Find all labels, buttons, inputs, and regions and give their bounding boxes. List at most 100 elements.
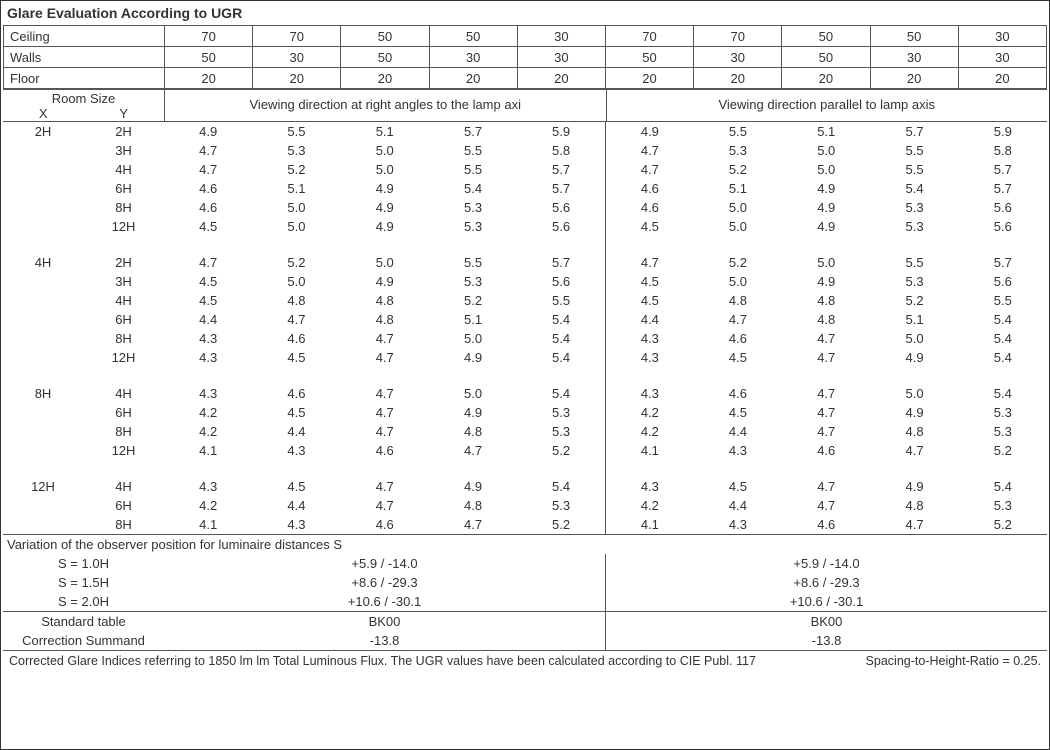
header-value: 20 <box>870 68 958 89</box>
header-value: 20 <box>165 68 253 89</box>
x-label: X <box>3 106 84 121</box>
header-value: 50 <box>429 26 517 47</box>
value-cell: 5.7 <box>870 122 958 141</box>
header-value: 30 <box>517 47 605 68</box>
footnote: Corrected Glare Indices referring to 185… <box>3 650 1047 671</box>
value-cell: 4.7 <box>341 477 429 496</box>
value-cell: 4.3 <box>164 329 252 348</box>
value-cell: 4.9 <box>341 198 429 217</box>
value-cell: 5.2 <box>694 160 782 179</box>
header-row: Ceiling70705050307070505030 <box>4 26 1047 47</box>
footnote-right: Spacing-to-Height-Ratio = 0.25. <box>866 654 1041 668</box>
y-cell: 12H <box>83 348 164 367</box>
value-cell: 4.7 <box>341 329 429 348</box>
value-cell: 4.9 <box>782 217 870 236</box>
x-cell <box>3 272 83 291</box>
x-cell: 4H <box>3 253 83 272</box>
value-cell: 4.9 <box>782 198 870 217</box>
value-cell: 5.5 <box>517 291 605 310</box>
value-cell: 5.6 <box>517 272 605 291</box>
header-value: 30 <box>958 47 1046 68</box>
std-row: Standard table BK00 BK00 <box>3 612 1047 632</box>
value-cell: 5.2 <box>694 253 782 272</box>
x-cell: 2H <box>3 122 83 141</box>
value-cell: 4.6 <box>252 329 340 348</box>
y-cell: 2H <box>83 122 164 141</box>
value-cell: 4.7 <box>782 477 870 496</box>
value-cell: 5.3 <box>959 496 1047 515</box>
y-cell: 3H <box>83 141 164 160</box>
value-cell: 5.3 <box>429 272 517 291</box>
x-cell <box>3 179 83 198</box>
value-cell: 5.0 <box>252 217 340 236</box>
obs-title: Variation of the observer position for l… <box>3 535 1047 555</box>
value-cell: 4.6 <box>252 384 340 403</box>
value-cell: 4.6 <box>164 179 252 198</box>
value-cell: 4.7 <box>782 403 870 422</box>
value-cell: 4.3 <box>694 441 782 460</box>
x-cell <box>3 329 83 348</box>
value-cell: 4.6 <box>694 329 782 348</box>
value-cell: 5.4 <box>517 477 605 496</box>
value-cell: 5.4 <box>429 179 517 198</box>
value-cell: 4.9 <box>164 122 252 141</box>
value-cell: 4.9 <box>870 403 958 422</box>
value-cell: 5.0 <box>870 329 958 348</box>
value-cell: 5.8 <box>517 141 605 160</box>
value-cell: 5.1 <box>252 179 340 198</box>
value-cell: 5.0 <box>252 198 340 217</box>
data-row: 8H4.24.44.74.85.34.24.44.74.85.3 <box>3 422 1047 441</box>
value-cell: 4.8 <box>782 310 870 329</box>
value-cell: 4.8 <box>782 291 870 310</box>
header-value: 50 <box>165 47 253 68</box>
data-row: 3H4.75.35.05.55.84.75.35.05.55.8 <box>3 141 1047 160</box>
value-cell: 4.4 <box>605 310 693 329</box>
value-cell: 4.7 <box>782 422 870 441</box>
header-value: 50 <box>782 47 870 68</box>
value-cell: 4.1 <box>605 515 693 534</box>
value-cell: 4.9 <box>341 217 429 236</box>
value-cell: 4.9 <box>870 477 958 496</box>
value-cell: 4.2 <box>605 496 693 515</box>
value-cell: 4.3 <box>164 477 252 496</box>
value-cell: 5.2 <box>517 441 605 460</box>
value-cell: 4.6 <box>341 441 429 460</box>
value-cell: 4.7 <box>605 141 693 160</box>
value-cell: 4.1 <box>605 441 693 460</box>
value-cell: 4.7 <box>341 384 429 403</box>
value-cell: 4.5 <box>252 348 340 367</box>
value-cell: 5.3 <box>694 141 782 160</box>
value-cell: 4.6 <box>164 198 252 217</box>
value-cell: 5.4 <box>517 329 605 348</box>
value-cell: 5.3 <box>959 403 1047 422</box>
data-row: 8H4.14.34.64.75.24.14.34.64.75.2 <box>3 515 1047 534</box>
value-cell: 5.7 <box>959 179 1047 198</box>
y-cell: 4H <box>83 384 164 403</box>
y-cell: 8H <box>83 198 164 217</box>
value-cell: 4.6 <box>605 179 693 198</box>
value-cell: 4.7 <box>782 348 870 367</box>
data-row: 8H4H4.34.64.75.05.44.34.64.75.05.4 <box>3 384 1047 403</box>
data-row: 3H4.55.04.95.35.64.55.04.95.35.6 <box>3 272 1047 291</box>
value-cell: 5.2 <box>252 253 340 272</box>
value-cell: 4.3 <box>252 515 340 534</box>
value-cell: 5.7 <box>517 253 605 272</box>
header-value: 50 <box>341 26 429 47</box>
value-cell: 5.5 <box>429 141 517 160</box>
ugr-data-table: 2H2H4.95.55.15.75.94.95.55.15.75.93H4.75… <box>3 122 1047 534</box>
value-cell: 5.1 <box>429 310 517 329</box>
header-value: 70 <box>605 26 693 47</box>
value-cell: 5.0 <box>429 329 517 348</box>
observer-variation: Variation of the observer position for l… <box>3 534 1047 650</box>
value-cell: 5.7 <box>517 179 605 198</box>
value-cell: 4.5 <box>252 403 340 422</box>
header-value: 20 <box>694 68 782 89</box>
value-cell: 5.0 <box>252 272 340 291</box>
value-cell: 5.3 <box>517 422 605 441</box>
value-cell: 4.7 <box>429 515 517 534</box>
value-cell: 5.5 <box>252 122 340 141</box>
y-cell: 6H <box>83 403 164 422</box>
value-cell: 5.5 <box>429 160 517 179</box>
value-cell: 5.2 <box>959 515 1047 534</box>
value-cell: 5.0 <box>782 253 870 272</box>
